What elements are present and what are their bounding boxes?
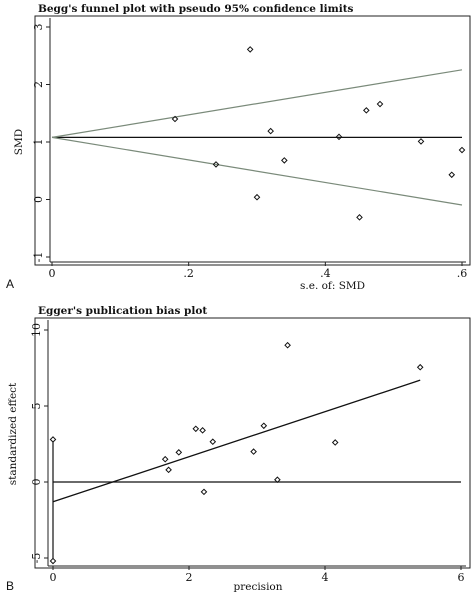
- tick-group-b: 0 2 4 6 -5 0 5 10: [30, 323, 465, 584]
- y-tick-label-a: 3: [32, 24, 45, 31]
- y-tick-label-b: 10: [30, 323, 43, 337]
- data-point-a: [335, 133, 343, 141]
- data-point-a: [171, 115, 179, 123]
- x-tick-label-b: 6: [458, 571, 465, 584]
- data-point-b: [250, 448, 257, 455]
- regression-lines-b: [49, 379, 461, 565]
- x-axis-label-a: s.e. of: SMD: [300, 280, 365, 292]
- data-point-a: [376, 100, 384, 108]
- x-tick-label-a: 0: [49, 267, 56, 280]
- data-point-a: [253, 193, 261, 201]
- chart-title-a: Begg's funnel plot with pseudo 95% confi…: [38, 3, 354, 15]
- y-tick-label-b: 5: [30, 403, 43, 410]
- intercept-ci-endpoint: [49, 557, 57, 565]
- plot-border-a: [34, 15, 471, 266]
- x-tick-label-a: .4: [320, 267, 331, 280]
- data-point-b: [274, 476, 281, 484]
- data-point-a: [356, 214, 363, 221]
- panel-label-b: B: [6, 579, 14, 593]
- plot-border-b: [34, 317, 471, 569]
- data-point-b: [175, 449, 183, 456]
- data-point-b: [165, 466, 172, 474]
- x-tick-label-a: .2: [183, 267, 194, 280]
- data-points-b: [161, 341, 424, 496]
- data-point-a: [458, 146, 466, 154]
- y-tick-label-a: 0: [32, 196, 45, 203]
- data-point-b: [284, 341, 291, 349]
- funnel-lines-a: [51, 69, 463, 206]
- x-axis-label-b: precision: [233, 581, 282, 593]
- data-point-b: [209, 438, 217, 446]
- intercept-ci-endpoint: [49, 436, 57, 443]
- y-tick-label-b: 0: [30, 479, 43, 486]
- data-point-b: [199, 427, 206, 434]
- x-tick-label-a: .6: [457, 267, 468, 280]
- data-point-a: [448, 171, 456, 179]
- data-point-a: [267, 127, 274, 135]
- data-point-b: [260, 422, 268, 430]
- panel-label-a: A: [6, 277, 14, 291]
- data-point-b: [331, 439, 339, 446]
- data-point-b: [200, 488, 208, 496]
- data-point-b: [192, 425, 200, 433]
- x-tick-label-b: 4: [322, 571, 329, 584]
- lower-confidence-limit: [51, 136, 463, 206]
- data-point-a: [281, 157, 288, 164]
- x-tick-label-b: 2: [186, 571, 193, 584]
- y-tick-label-a: 1: [32, 139, 45, 146]
- egger-bias-plot: Egger's publication bias plot 0 2 4 6 -5 0 5 10…: [6, 305, 471, 593]
- y-tick-label-b: -5: [30, 553, 43, 564]
- data-point-a: [363, 107, 370, 114]
- y-axis-label-b: standardized effect: [7, 382, 19, 485]
- y-axis-label-a: SMD: [13, 129, 25, 155]
- data-point-a: [417, 138, 425, 145]
- upper-confidence-limit: [51, 69, 463, 138]
- data-point-a: [212, 161, 220, 168]
- data-point-b: [416, 363, 424, 371]
- y-tick-label-a: 2: [32, 81, 45, 88]
- tick-group-a: 0 .2 .4 .6 -1 0 1 2 3: [32, 24, 467, 281]
- x-tick-label-b: 0: [50, 571, 57, 584]
- regression-line: [52, 379, 421, 503]
- data-points-a: [171, 46, 466, 221]
- data-point-b: [161, 455, 169, 463]
- chart-title-b: Egger's publication bias plot: [38, 305, 207, 317]
- y-tick-label-a: -1: [32, 252, 45, 263]
- begg-funnel-plot: Begg's funnel plot with pseudo 95% confi…: [6, 3, 471, 292]
- data-point-a: [246, 46, 254, 53]
